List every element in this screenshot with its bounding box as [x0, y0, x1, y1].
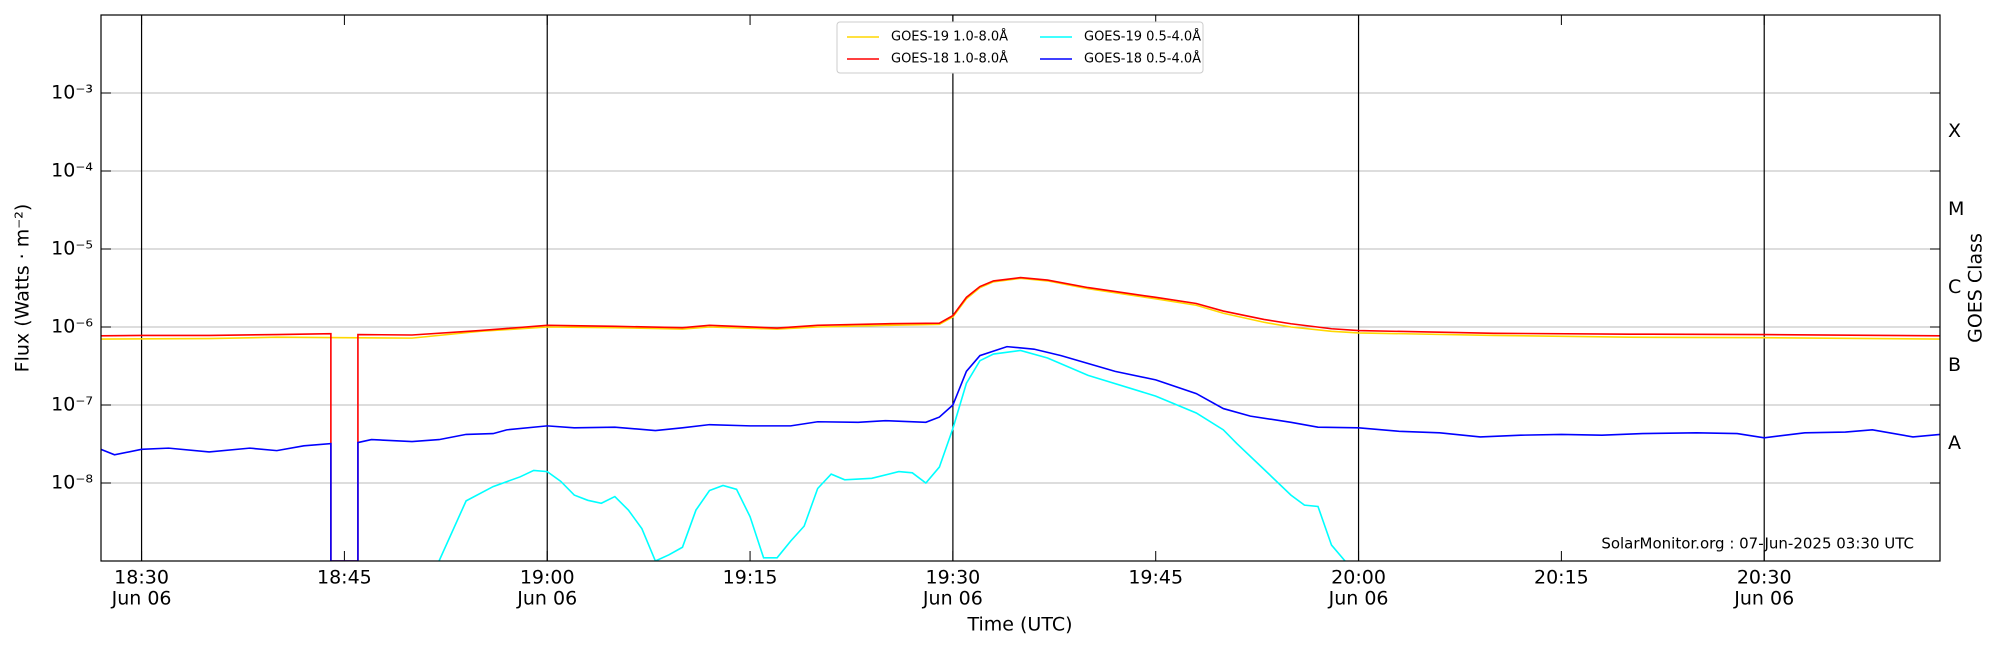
plot-area	[101, 276, 1940, 561]
x-tick-label: 19:00	[520, 567, 575, 589]
x-tick-label: 19:45	[1128, 567, 1183, 589]
plot-frame	[100, 14, 1941, 562]
y-axis-label: Flux (Watts · m⁻²)	[12, 204, 34, 373]
x-tick-label: 20:30	[1737, 567, 1792, 589]
x-tick-date: Jun 06	[111, 588, 172, 610]
series-line	[101, 276, 1940, 561]
legend-label: GOES-18 1.0-8.0Å	[891, 51, 1008, 67]
y-tick-label: 10⁻⁸	[51, 472, 93, 494]
x-tick-date: Jun 06	[922, 588, 983, 610]
y-tick-label: 10⁻⁷	[51, 394, 93, 416]
x-axis-label: Time (UTC)	[966, 614, 1072, 636]
class-label: B	[1948, 354, 1961, 376]
y-tick-label: 10⁻⁶	[51, 316, 93, 338]
legend-label: GOES-19 1.0-8.0Å	[891, 29, 1008, 45]
y-tick-label: 10⁻⁵	[51, 238, 93, 260]
x-tick-label: 20:15	[1534, 567, 1589, 589]
x-tick-date: Jun 06	[516, 588, 577, 610]
series-line	[101, 345, 1940, 561]
legend-label: GOES-19 0.5-4.0Å	[1084, 29, 1201, 45]
x-tick-date: Jun 06	[1733, 588, 1794, 610]
x-tick-label: 19:15	[723, 567, 778, 589]
y-tick-label: 10⁻³	[51, 82, 93, 104]
y2-axis-label: GOES Class	[1965, 233, 1987, 343]
class-label: M	[1948, 198, 1964, 220]
series-line	[101, 277, 1940, 340]
x-tick-label: 20:00	[1331, 567, 1386, 589]
x-tick-label: 18:30	[114, 567, 169, 589]
series-line	[438, 349, 1346, 561]
legend-label: GOES-18 0.5-4.0Å	[1084, 51, 1201, 67]
x-tick-label: 18:45	[317, 567, 372, 589]
annotation: SolarMonitor.org : 07-Jun-2025 03:30 UTC	[1601, 535, 1914, 553]
x-tick-date: Jun 06	[1328, 588, 1389, 610]
class-label: A	[1948, 432, 1961, 454]
legend-box	[836, 21, 1204, 74]
x-tick-label: 19:30	[926, 567, 981, 589]
class-label: C	[1948, 276, 1961, 298]
class-label: X	[1948, 120, 1961, 142]
y-tick-label: 10⁻⁴	[51, 160, 93, 182]
